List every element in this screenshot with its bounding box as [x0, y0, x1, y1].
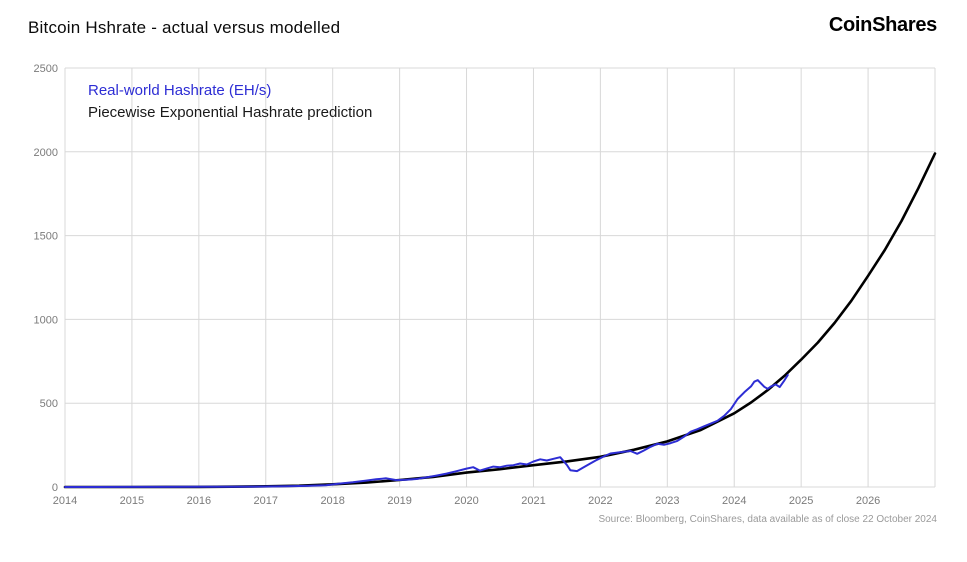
svg-text:2500: 2500 — [34, 63, 58, 75]
hashrate-chart: 0 500 1000 1500 2000 2500 2014 2015 2016 2017 2018… — [18, 56, 943, 526]
svg-text:2022: 2022 — [588, 495, 612, 507]
svg-text:2000: 2000 — [34, 147, 58, 159]
svg-text:500: 500 — [40, 398, 58, 410]
svg-text:2026: 2026 — [856, 495, 880, 507]
svg-text:2024: 2024 — [722, 495, 746, 507]
svg-text:2017: 2017 — [254, 495, 278, 507]
svg-text:2015: 2015 — [120, 495, 144, 507]
source-note: Source: Bloomberg, CoinShares, data avai… — [598, 514, 937, 525]
svg-text:1500: 1500 — [34, 231, 58, 243]
svg-text:2019: 2019 — [387, 495, 411, 507]
svg-text:2021: 2021 — [521, 495, 545, 507]
svg-text:2014: 2014 — [53, 495, 77, 507]
svg-text:2025: 2025 — [789, 495, 813, 507]
page-title: Bitcoin Hshrate - actual versus modelled — [28, 18, 341, 37]
svg-text:0: 0 — [52, 482, 58, 494]
svg-text:1000: 1000 — [34, 314, 58, 326]
chart-legend: Real-world Hashrate (EH/s) Piecewise Exp… — [88, 80, 372, 124]
coinshares-logo: CoinShares — [828, 14, 937, 36]
svg-text:2023: 2023 — [655, 495, 679, 507]
legend-model-label: Piecewise Exponential Hashrate predictio… — [88, 104, 373, 121]
legend-actual-label: Real-world Hashrate (EH/s) — [88, 82, 272, 99]
svg-text:2020: 2020 — [454, 495, 478, 507]
svg-text:2016: 2016 — [187, 495, 211, 507]
svg-text:2018: 2018 — [320, 495, 344, 507]
chart-svg: 0 500 1000 1500 2000 2500 2014 2015 2016 2017 2018… — [34, 63, 937, 507]
